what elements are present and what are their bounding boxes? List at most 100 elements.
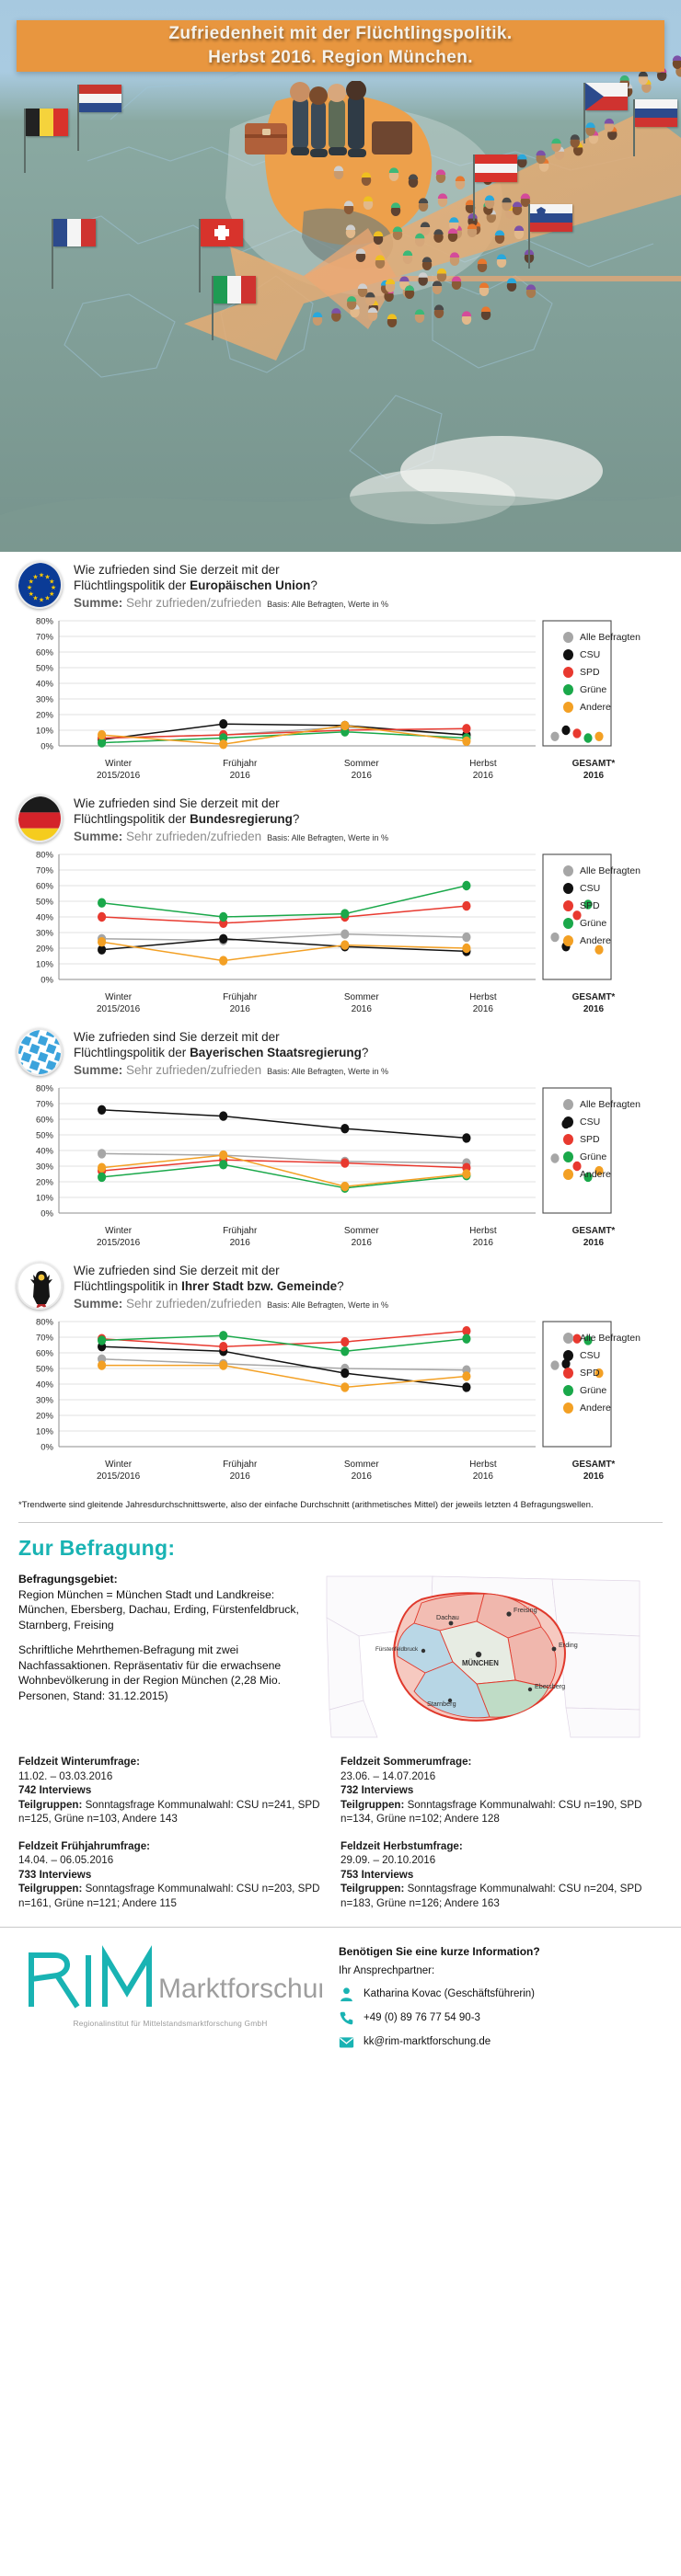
fieldwork-subgroups: Teilgruppen: Sonntagsfrage Kommunalwahl:…	[340, 1798, 642, 1826]
legend-item-csu: CSU	[563, 1346, 663, 1364]
flag-pole	[212, 276, 214, 340]
x-label-top: Frühjahr	[223, 759, 258, 769]
data-point-andere-3	[462, 943, 471, 954]
legend-swatch-csu	[563, 1349, 573, 1361]
data-point-andere-0	[98, 729, 107, 740]
question-line-1: Wie zufrieden sind Sie derzeit mit der	[74, 1030, 280, 1044]
hero-title-band	[17, 20, 664, 72]
contact-email: kk@rim-marktforschung.de	[364, 2036, 491, 2047]
legend-label-spd: SPD	[580, 666, 600, 678]
fieldwork-block-3: Feldzeit Herbstumfrage: 29.09. – 20.10.20…	[340, 1839, 663, 1911]
x-label-top: Frühjahr	[223, 992, 258, 1002]
series-line-spd	[101, 1330, 467, 1347]
x-label-3: Herbst 2016	[444, 1459, 523, 1483]
legend-swatch-gruene	[563, 917, 573, 929]
legend-item-spd: SPD	[563, 897, 663, 914]
contact-person-row: Katharina Kovac (Geschäftsführerin)	[339, 1986, 663, 2002]
fieldwork-interviews: 732 Interviews	[340, 1784, 414, 1796]
y-tick-label: 60%	[36, 1349, 54, 1359]
contact-email-row[interactable]: kk@rim-marktforschung.de	[339, 2034, 663, 2050]
map-label-erding: Erding	[559, 1641, 578, 1649]
data-point-gruene-1	[219, 1331, 228, 1341]
y-tick-label: 10%	[36, 727, 54, 737]
fieldwork-subgroups-label: Teilgruppen:	[18, 1883, 83, 1895]
data-point-gruene-2	[340, 1346, 350, 1357]
legend-swatch-csu	[563, 648, 573, 660]
data-point-andere-1	[219, 739, 228, 750]
flag-pole	[199, 219, 201, 292]
legend-label-alle: Alle Befragten	[580, 631, 641, 643]
divider	[18, 1522, 663, 1523]
data-point-spd-1	[219, 1342, 228, 1352]
y-tick-label: 80%	[36, 851, 54, 861]
map-svg: Freising Dachau Erding MÜNCHEN Fürstenfe…	[322, 1572, 644, 1742]
basis-note: Basis: Alle Befragten, Werte in %	[267, 1300, 389, 1310]
page-title: Zufriedenheit mit der Flüchtlingspolitik…	[0, 22, 681, 70]
y-tick-label: 50%	[36, 898, 54, 908]
survey-section: Zur Befragung: Befragungsgebiet: Region …	[0, 1523, 681, 1923]
legend-swatch-csu	[563, 1116, 573, 1128]
legend-swatch-andere	[563, 701, 573, 713]
gesamt-point-gruene	[583, 1335, 593, 1345]
migrant-family-illustration	[245, 81, 412, 157]
data-point-andere-3	[462, 1169, 471, 1179]
x-label-bottom: 2016	[351, 771, 372, 781]
legend-item-andere: Andere	[563, 1399, 663, 1416]
data-point-andere-1	[219, 1360, 228, 1370]
series-line-csu	[101, 938, 467, 953]
gesamt-point-spd	[572, 1334, 582, 1344]
fieldwork-dates: 23.06. – 14.07.2016	[340, 1769, 436, 1782]
legend-swatch-gruene	[563, 1384, 573, 1396]
x-label-bottom: 2016	[229, 1004, 250, 1014]
map-label-ffb: Fürstenfeldbruck	[375, 1646, 419, 1653]
y-tick-label: 80%	[36, 617, 54, 627]
y-tick-label: 30%	[36, 695, 54, 705]
y-tick-label: 0%	[40, 742, 53, 752]
x-label-2: Sommer 2016	[322, 991, 401, 1015]
bavaria-region-map: Freising Dachau Erding MÜNCHEN Fürstenfe…	[322, 1572, 644, 1742]
y-tick-label: 20%	[36, 1178, 54, 1188]
x-label-1: Frühjahr 2016	[201, 1459, 280, 1483]
germany-flag-icon	[17, 795, 63, 842]
y-tick-label: 0%	[40, 1209, 53, 1219]
fieldwork-subgroups-label: Teilgruppen:	[340, 1883, 405, 1895]
contact-phone-row[interactable]: +49 (0) 89 76 77 54 90-3	[339, 2010, 663, 2026]
gesamt-point-gruene	[583, 1172, 593, 1183]
data-point-andere-2	[340, 1382, 350, 1392]
x-label-4: GESAMT* 2016	[554, 991, 633, 1015]
summary-lead: Summe:	[74, 1297, 123, 1311]
migration-arrow-2	[304, 228, 681, 329]
x-label-1: Frühjahr 2016	[201, 758, 280, 782]
legend-item-csu: CSU	[563, 879, 663, 897]
line-chart-bund: 80% 70% 60% 50% 40% 30% 20% 10% 0%	[36, 851, 612, 986]
flag-pole	[528, 204, 530, 269]
x-label-bottom: 2016	[583, 1471, 605, 1482]
data-point-gruene-0	[98, 738, 107, 748]
y-tick-label: 70%	[36, 1334, 54, 1344]
legend-item-andere: Andere	[563, 698, 663, 716]
fieldwork-subgroups: Teilgruppen: Sonntagsfrage Kommunalwahl:…	[18, 1883, 320, 1909]
data-point-andere-0	[98, 937, 107, 947]
y-tick-label: 80%	[36, 1084, 54, 1094]
data-point-andere-1	[219, 1150, 228, 1161]
data-point-alle-2	[340, 929, 350, 939]
contact-phone: +49 (0) 89 76 77 54 90-3	[364, 2012, 480, 2023]
data-point-csu-0	[98, 945, 107, 955]
legend-label-spd: SPD	[580, 1367, 600, 1379]
y-tick-label: 40%	[36, 680, 54, 690]
x-label-top: Winter	[105, 1460, 133, 1470]
survey-area-text: Region München = München Stadt und Landk…	[18, 1587, 299, 1631]
data-point-gruene-0	[98, 1172, 107, 1183]
legend-label-alle: Alle Befragten	[580, 1098, 641, 1110]
x-label-bottom: 2016	[351, 1238, 372, 1248]
x-label-top: Winter	[105, 1226, 133, 1236]
fieldwork-grid: Feldzeit Winterumfrage: 11.02. – 03.03.20…	[18, 1755, 663, 1923]
czech-flag-icon	[585, 83, 628, 110]
svg-text:★: ★	[39, 597, 44, 604]
gesamt-point-csu	[561, 725, 571, 736]
x-label-top: Frühjahr	[223, 1226, 258, 1236]
legend-item-alle: Alle Befragten	[563, 1329, 663, 1346]
legend-label-gruene: Grüne	[580, 917, 607, 929]
legend-swatch-alle	[563, 1098, 573, 1110]
gesamt-point-alle	[550, 1153, 560, 1163]
